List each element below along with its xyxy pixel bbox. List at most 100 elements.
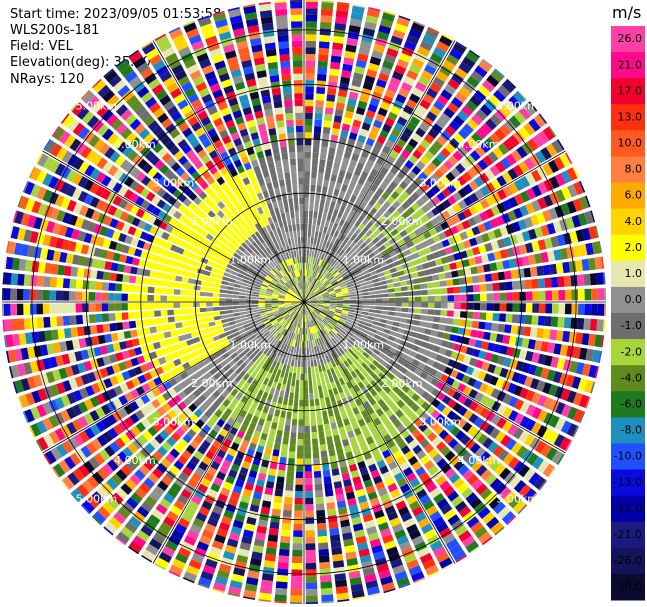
ppi-gate bbox=[190, 266, 199, 273]
ppi-gate bbox=[253, 430, 261, 439]
ppi-gate bbox=[396, 399, 405, 409]
ppi-gate bbox=[217, 493, 228, 503]
ppi-gate bbox=[347, 497, 357, 507]
ppi-gate bbox=[109, 441, 121, 453]
ppi-gate bbox=[220, 261, 229, 267]
ppi-gate bbox=[287, 405, 293, 413]
ppi-gate bbox=[304, 354, 307, 361]
ppi-gate bbox=[495, 431, 506, 443]
ppi-gate bbox=[237, 401, 245, 410]
ppi-gate bbox=[373, 85, 385, 95]
ppi-gate bbox=[355, 350, 362, 358]
ppi-gate bbox=[264, 277, 271, 283]
ppi-gate bbox=[231, 573, 244, 583]
ppi-gate bbox=[322, 279, 329, 285]
ppi-gate bbox=[42, 234, 52, 247]
ppi-gate bbox=[370, 125, 380, 135]
ppi-gate bbox=[429, 82, 442, 94]
ppi-gate bbox=[327, 235, 333, 243]
ppi-gate bbox=[447, 287, 454, 294]
ppi-gate bbox=[418, 471, 430, 482]
ppi-gate bbox=[121, 312, 129, 320]
ppi-gate bbox=[322, 410, 328, 418]
ppi-gate bbox=[317, 385, 323, 393]
ppi-gate bbox=[267, 325, 274, 331]
ppi-gate bbox=[173, 178, 184, 188]
ppi-gate bbox=[305, 275, 307, 283]
ppi-gate bbox=[431, 323, 440, 330]
ppi-gate bbox=[331, 337, 337, 345]
ppi-gate bbox=[328, 147, 336, 155]
ppi-gate bbox=[158, 356, 167, 365]
ppi-gate bbox=[484, 492, 497, 505]
ppi-gate bbox=[371, 50, 384, 60]
ppi-gate bbox=[411, 237, 420, 245]
ppi-gate bbox=[175, 166, 186, 177]
ppi-gate bbox=[202, 390, 212, 399]
ppi-gate bbox=[457, 269, 466, 277]
ppi-gate bbox=[502, 199, 513, 211]
ppi-gate bbox=[377, 398, 386, 408]
ppi-gate bbox=[401, 297, 409, 302]
ppi-gate bbox=[293, 305, 299, 311]
ppi-gate bbox=[476, 330, 485, 339]
ppi-gate bbox=[300, 373, 304, 381]
ppi-gate bbox=[434, 338, 443, 346]
ppi-gate bbox=[239, 409, 247, 418]
ppi-gate bbox=[151, 410, 162, 421]
ppi-gate bbox=[168, 570, 181, 578]
ppi-gate bbox=[246, 577, 259, 586]
ppi-gate bbox=[422, 262, 430, 270]
ppi-gate bbox=[453, 252, 462, 261]
ppi-gate bbox=[309, 284, 313, 291]
ppi-gate bbox=[295, 327, 299, 334]
ppi-gate bbox=[113, 385, 124, 396]
ppi-gate bbox=[382, 449, 392, 459]
ppi-gate bbox=[492, 313, 500, 322]
ppi-gate bbox=[334, 155, 342, 163]
ppi-gate bbox=[59, 341, 68, 353]
ppi-gate bbox=[88, 314, 97, 324]
ppi-gate bbox=[91, 100, 105, 113]
ppi-gate bbox=[198, 577, 212, 588]
ppi-gate bbox=[531, 278, 539, 289]
ppi-gate bbox=[326, 160, 333, 168]
ppi-gate bbox=[345, 246, 352, 254]
ppi-gate bbox=[346, 283, 354, 288]
ppi-gate bbox=[222, 276, 230, 282]
ppi-gate bbox=[295, 471, 303, 479]
ppi-gate bbox=[199, 535, 212, 546]
ppi-gate bbox=[395, 185, 404, 195]
ppi-gate bbox=[267, 313, 275, 318]
ppi-gate bbox=[240, 395, 248, 404]
ppi-gate bbox=[395, 93, 407, 104]
ppi-gate bbox=[556, 357, 566, 370]
ppi-gate bbox=[228, 338, 236, 344]
ppi-gate bbox=[321, 600, 334, 604]
ppi-gate bbox=[287, 324, 292, 331]
ppi-gate bbox=[36, 303, 44, 315]
ppi-gate bbox=[350, 510, 361, 519]
ppi-gate bbox=[414, 302, 422, 308]
ppi-gate bbox=[120, 127, 133, 140]
ppi-gate bbox=[411, 383, 420, 392]
ppi-gate bbox=[341, 184, 348, 192]
ppi-gate bbox=[315, 496, 324, 505]
ppi-gate bbox=[283, 431, 290, 439]
ppi-gate bbox=[365, 457, 375, 467]
ppi-gate bbox=[322, 126, 331, 135]
ppi-gate bbox=[543, 194, 554, 207]
ppi-gate bbox=[570, 275, 578, 287]
ppi-gate bbox=[354, 313, 362, 317]
ppi-gate bbox=[271, 337, 277, 345]
ppi-gate bbox=[80, 89, 91, 100]
ppi-gate bbox=[222, 341, 231, 348]
ppi-gate bbox=[408, 439, 419, 450]
ppi-gate bbox=[419, 99, 431, 110]
ppi-gate bbox=[392, 564, 406, 575]
ppi-gate bbox=[139, 363, 149, 373]
ppi-gate bbox=[362, 305, 370, 309]
ppi-gate bbox=[85, 207, 95, 219]
ppi-gate bbox=[149, 244, 158, 253]
ppi-gate bbox=[112, 252, 121, 262]
